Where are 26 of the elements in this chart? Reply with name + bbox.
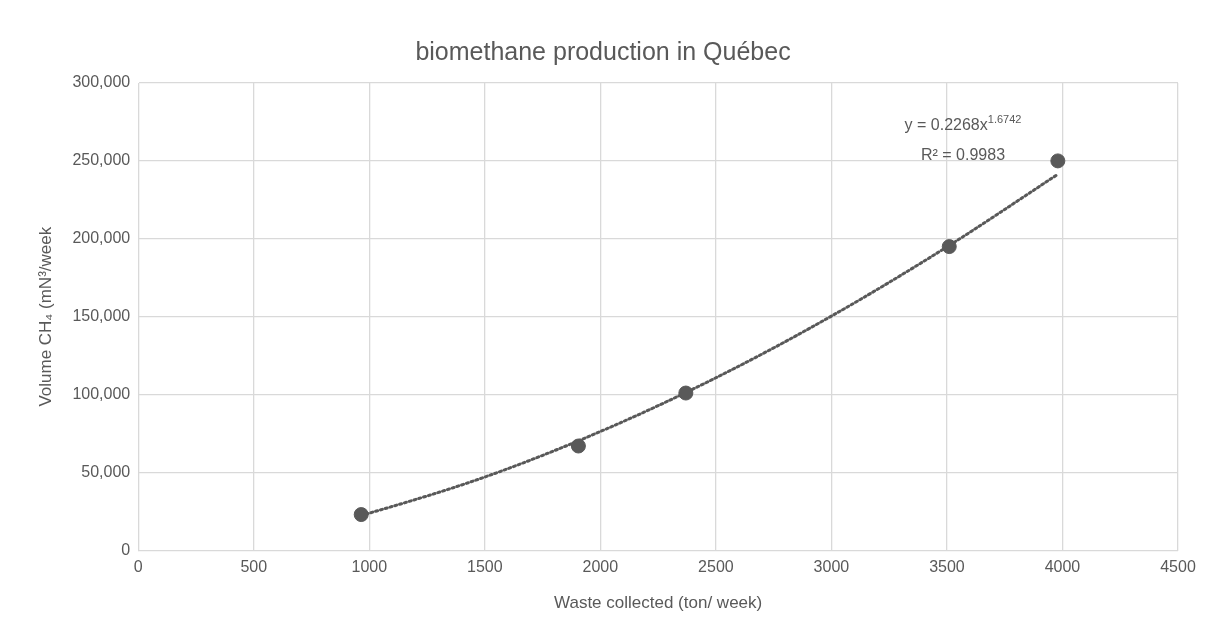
- x-tick-label: 4000: [1044, 558, 1081, 576]
- y-tick-label: 150,000: [72, 307, 131, 325]
- y-tick-label: 0: [121, 540, 131, 558]
- x-tick-label: 1000: [351, 558, 388, 576]
- x-tick-label: 500: [240, 558, 268, 576]
- x-tick-label: 0: [133, 558, 143, 576]
- point: [1050, 153, 1066, 169]
- x-tick-label: 3000: [813, 558, 850, 576]
- x-tick-label: 1500: [467, 558, 503, 576]
- point: [678, 385, 694, 401]
- y-tick-label: 250,000: [72, 151, 131, 169]
- y-tick-label: 300,000: [72, 73, 131, 91]
- point: [941, 239, 957, 255]
- annotation: R² = 0.9983: [920, 146, 1006, 164]
- y-axis-title: Volume CH₄ (mN³/week: [35, 226, 55, 407]
- point: [353, 507, 369, 523]
- x-tick-label: 2000: [582, 558, 619, 576]
- y-tick-label: 50,000: [81, 462, 131, 480]
- y-tick-label: 200,000: [72, 229, 131, 247]
- x-axis-title: Waste collected (ton/ week): [554, 593, 763, 613]
- chart-title: biomethane production in Québec: [415, 36, 791, 65]
- x-tick-label: 3500: [929, 558, 965, 576]
- x-tick-label: 2500: [698, 558, 734, 576]
- y-tick-label: 100,000: [72, 385, 131, 403]
- point: [570, 438, 586, 454]
- x-tick-label: 4500: [1160, 558, 1196, 576]
